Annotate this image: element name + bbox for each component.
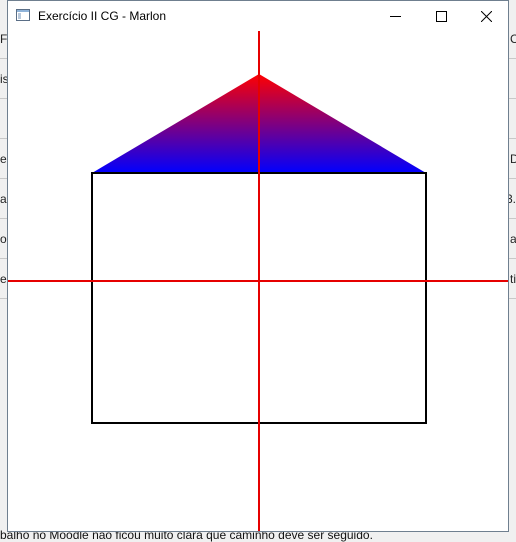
background-text-fragment: D bbox=[510, 152, 516, 166]
close-icon bbox=[480, 10, 492, 22]
maximize-icon bbox=[435, 10, 447, 22]
background-text-fragment: er bbox=[0, 272, 11, 286]
background-text-fragment: C bbox=[510, 32, 516, 46]
minimize-icon bbox=[389, 15, 401, 17]
maximize-button[interactable] bbox=[418, 1, 464, 31]
drawing-canvas[interactable] bbox=[8, 31, 508, 531]
background-text-fragment: e bbox=[0, 152, 7, 166]
app-window: Exercício II CG - Marlon bbox=[7, 0, 509, 532]
app-window-icon bbox=[16, 9, 30, 21]
background-text-fragment: is bbox=[0, 72, 9, 86]
close-button[interactable] bbox=[463, 1, 509, 31]
background-text-fragment: o bbox=[0, 232, 7, 246]
minimize-button[interactable] bbox=[372, 1, 418, 31]
title-bar[interactable]: Exercício II CG - Marlon bbox=[8, 1, 508, 31]
background-text-fragment: a bbox=[0, 192, 7, 206]
background-text-fragment: 3. bbox=[506, 192, 516, 206]
window-title: Exercício II CG - Marlon bbox=[38, 9, 167, 23]
background-text-fragment: a bbox=[510, 232, 516, 246]
background-text-fragment: ti bbox=[510, 272, 516, 286]
